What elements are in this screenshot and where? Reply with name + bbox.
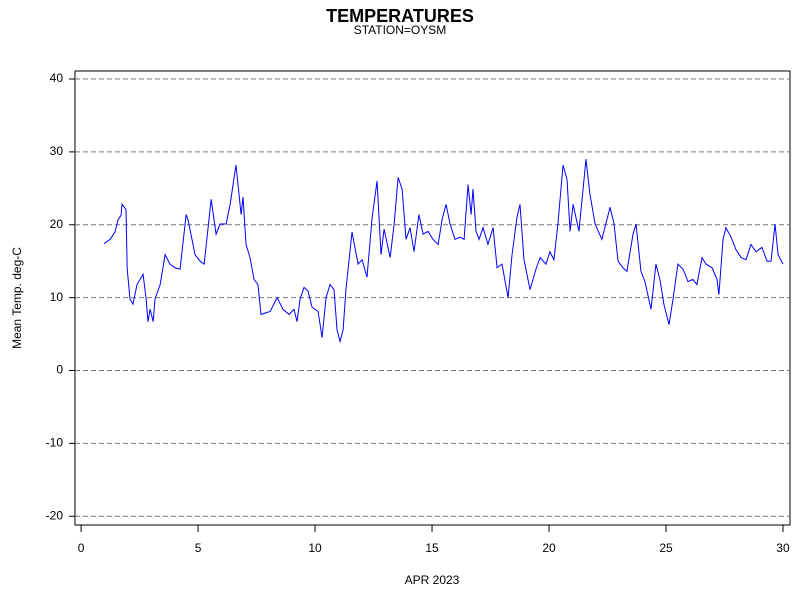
- x-tick-label: 30: [776, 541, 790, 555]
- x-tick-label: 10: [308, 541, 322, 555]
- y-tick-label: -20: [46, 508, 64, 522]
- chart-subtitle: STATION=OYSM: [354, 23, 447, 37]
- temperature-line: [103, 159, 784, 344]
- y-tick-label: 20: [50, 217, 64, 231]
- x-tick-label: 25: [659, 541, 673, 555]
- x-axis-label: APR 2023: [405, 573, 460, 587]
- y-tick-label: 0: [56, 363, 63, 377]
- x-tick-label: 15: [425, 541, 439, 555]
- y-tick-label: 40: [50, 71, 64, 85]
- y-axis-label: Mean Temp. deg-C: [10, 247, 24, 349]
- y-tick-label: -10: [46, 436, 64, 450]
- y-tick-label: 10: [50, 290, 64, 304]
- y-tick-label: 30: [50, 144, 64, 158]
- x-tick-label: 0: [78, 541, 85, 555]
- x-tick-label: 5: [195, 541, 202, 555]
- x-tick-label: 20: [542, 541, 556, 555]
- chart-title: TEMPERATURES: [326, 6, 474, 26]
